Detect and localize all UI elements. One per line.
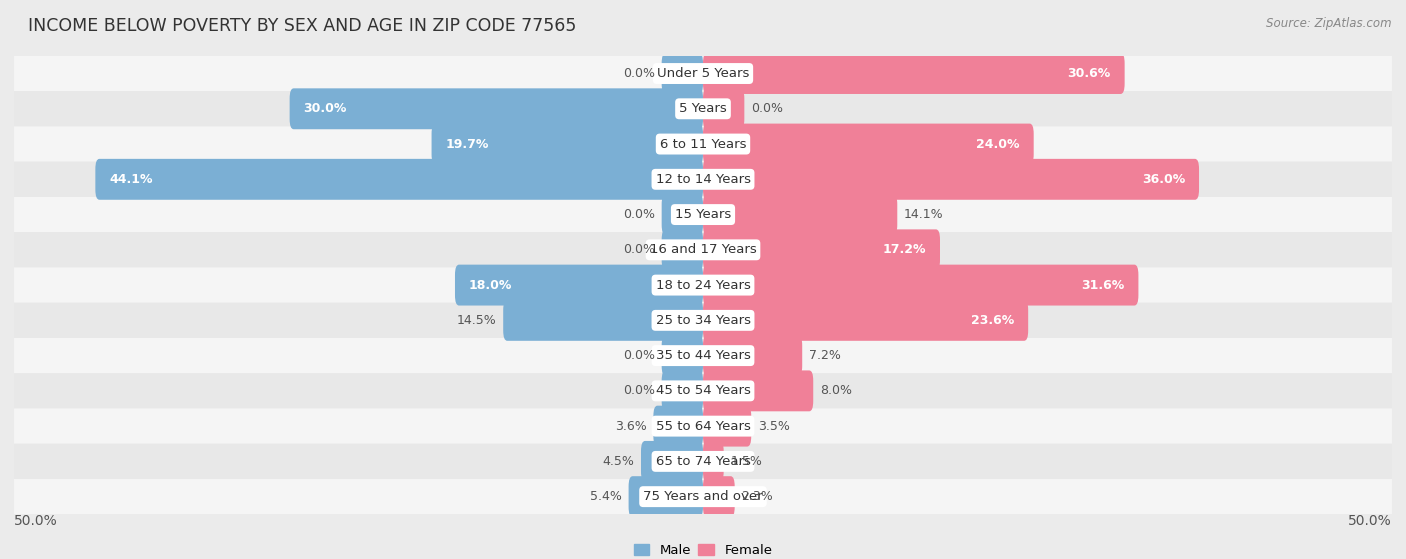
Text: Under 5 Years: Under 5 Years [657, 67, 749, 80]
Text: 0.0%: 0.0% [623, 208, 655, 221]
FancyBboxPatch shape [14, 232, 1392, 267]
Text: 50.0%: 50.0% [14, 514, 58, 528]
FancyBboxPatch shape [703, 264, 1139, 306]
FancyBboxPatch shape [14, 373, 1392, 409]
Text: 18.0%: 18.0% [468, 278, 512, 292]
Text: 50.0%: 50.0% [1348, 514, 1392, 528]
Text: 45 to 54 Years: 45 to 54 Years [655, 385, 751, 397]
Text: INCOME BELOW POVERTY BY SEX AND AGE IN ZIP CODE 77565: INCOME BELOW POVERTY BY SEX AND AGE IN Z… [28, 17, 576, 35]
FancyBboxPatch shape [503, 300, 703, 341]
FancyBboxPatch shape [14, 56, 1392, 91]
Text: 30.6%: 30.6% [1067, 67, 1111, 80]
Text: 14.1%: 14.1% [904, 208, 943, 221]
FancyBboxPatch shape [14, 479, 1392, 514]
FancyBboxPatch shape [290, 88, 703, 129]
FancyBboxPatch shape [703, 53, 1125, 94]
FancyBboxPatch shape [703, 406, 751, 447]
Text: 8.0%: 8.0% [820, 385, 852, 397]
FancyBboxPatch shape [14, 444, 1392, 479]
Text: 31.6%: 31.6% [1081, 278, 1125, 292]
Text: 2.3%: 2.3% [741, 490, 773, 503]
FancyBboxPatch shape [703, 371, 813, 411]
FancyBboxPatch shape [703, 124, 1033, 164]
FancyBboxPatch shape [703, 88, 744, 129]
Text: 24.0%: 24.0% [976, 138, 1019, 150]
FancyBboxPatch shape [628, 476, 703, 517]
Text: 0.0%: 0.0% [623, 385, 655, 397]
Text: 30.0%: 30.0% [304, 102, 347, 115]
FancyBboxPatch shape [662, 194, 703, 235]
FancyBboxPatch shape [703, 300, 1028, 341]
FancyBboxPatch shape [14, 267, 1392, 303]
Text: 17.2%: 17.2% [883, 243, 927, 257]
Text: 3.6%: 3.6% [614, 420, 647, 433]
FancyBboxPatch shape [703, 335, 803, 376]
FancyBboxPatch shape [703, 441, 724, 482]
Text: 15 Years: 15 Years [675, 208, 731, 221]
FancyBboxPatch shape [662, 53, 703, 94]
Text: 5 Years: 5 Years [679, 102, 727, 115]
FancyBboxPatch shape [14, 409, 1392, 444]
FancyBboxPatch shape [641, 441, 703, 482]
Text: 1.5%: 1.5% [731, 455, 762, 468]
Text: 75 Years and over: 75 Years and over [643, 490, 763, 503]
FancyBboxPatch shape [662, 335, 703, 376]
FancyBboxPatch shape [14, 162, 1392, 197]
FancyBboxPatch shape [432, 124, 703, 164]
FancyBboxPatch shape [662, 371, 703, 411]
FancyBboxPatch shape [654, 406, 703, 447]
FancyBboxPatch shape [14, 338, 1392, 373]
Text: 3.5%: 3.5% [758, 420, 790, 433]
FancyBboxPatch shape [703, 476, 735, 517]
Legend: Male, Female: Male, Female [628, 539, 778, 559]
Text: 55 to 64 Years: 55 to 64 Years [655, 420, 751, 433]
Text: 23.6%: 23.6% [972, 314, 1014, 327]
FancyBboxPatch shape [703, 229, 941, 271]
Text: 6 to 11 Years: 6 to 11 Years [659, 138, 747, 150]
Text: Source: ZipAtlas.com: Source: ZipAtlas.com [1267, 17, 1392, 30]
Text: 0.0%: 0.0% [623, 67, 655, 80]
Text: 12 to 14 Years: 12 to 14 Years [655, 173, 751, 186]
FancyBboxPatch shape [456, 264, 703, 306]
FancyBboxPatch shape [14, 126, 1392, 162]
FancyBboxPatch shape [703, 194, 897, 235]
Text: 16 and 17 Years: 16 and 17 Years [650, 243, 756, 257]
Text: 4.5%: 4.5% [602, 455, 634, 468]
FancyBboxPatch shape [662, 229, 703, 271]
Text: 44.1%: 44.1% [110, 173, 153, 186]
FancyBboxPatch shape [14, 91, 1392, 126]
FancyBboxPatch shape [96, 159, 703, 200]
FancyBboxPatch shape [703, 159, 1199, 200]
FancyBboxPatch shape [14, 303, 1392, 338]
Text: 0.0%: 0.0% [623, 349, 655, 362]
Text: 35 to 44 Years: 35 to 44 Years [655, 349, 751, 362]
FancyBboxPatch shape [14, 197, 1392, 232]
Text: 19.7%: 19.7% [446, 138, 489, 150]
Text: 0.0%: 0.0% [751, 102, 783, 115]
Text: 65 to 74 Years: 65 to 74 Years [655, 455, 751, 468]
Text: 36.0%: 36.0% [1142, 173, 1185, 186]
Text: 18 to 24 Years: 18 to 24 Years [655, 278, 751, 292]
Text: 5.4%: 5.4% [591, 490, 621, 503]
Text: 25 to 34 Years: 25 to 34 Years [655, 314, 751, 327]
Text: 7.2%: 7.2% [808, 349, 841, 362]
Text: 14.5%: 14.5% [457, 314, 496, 327]
Text: 0.0%: 0.0% [623, 243, 655, 257]
